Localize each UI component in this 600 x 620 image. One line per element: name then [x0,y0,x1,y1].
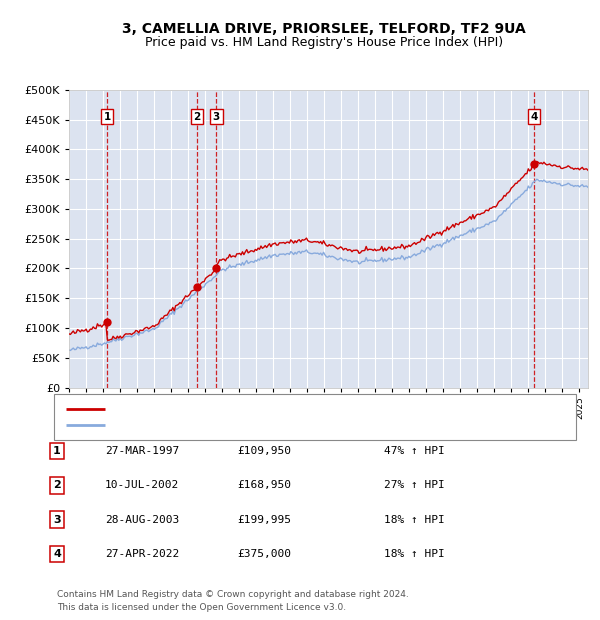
Text: £375,000: £375,000 [237,549,291,559]
Text: 27-MAR-1997: 27-MAR-1997 [105,446,179,456]
Text: 47% ↑ HPI: 47% ↑ HPI [384,446,445,456]
Text: 3, CAMELLIA DRIVE, PRIORSLEE, TELFORD, TF2 9UA: 3, CAMELLIA DRIVE, PRIORSLEE, TELFORD, T… [122,22,526,36]
Text: 27-APR-2022: 27-APR-2022 [105,549,179,559]
Text: 2: 2 [194,112,201,122]
Text: 1: 1 [53,446,61,456]
Text: £109,950: £109,950 [237,446,291,456]
Text: 4: 4 [530,112,538,122]
Text: £168,950: £168,950 [237,480,291,490]
Text: 27% ↑ HPI: 27% ↑ HPI [384,480,445,490]
Text: 1: 1 [103,112,111,122]
Text: 3: 3 [53,515,61,525]
Text: 2: 2 [53,480,61,490]
Text: Contains HM Land Registry data © Crown copyright and database right 2024.
This d: Contains HM Land Registry data © Crown c… [57,590,409,612]
Text: HPI: Average price, detached house, Telford and Wrekin: HPI: Average price, detached house, Telf… [112,420,416,430]
Text: £199,995: £199,995 [237,515,291,525]
Text: 18% ↑ HPI: 18% ↑ HPI [384,549,445,559]
Text: 18% ↑ HPI: 18% ↑ HPI [384,515,445,525]
Text: 3, CAMELLIA DRIVE, PRIORSLEE, TELFORD, TF2 9UA (detached house): 3, CAMELLIA DRIVE, PRIORSLEE, TELFORD, T… [112,404,494,414]
Text: 10-JUL-2002: 10-JUL-2002 [105,480,179,490]
Text: Price paid vs. HM Land Registry's House Price Index (HPI): Price paid vs. HM Land Registry's House … [145,36,503,49]
Text: 4: 4 [53,549,61,559]
Text: 28-AUG-2003: 28-AUG-2003 [105,515,179,525]
Text: 3: 3 [213,112,220,122]
